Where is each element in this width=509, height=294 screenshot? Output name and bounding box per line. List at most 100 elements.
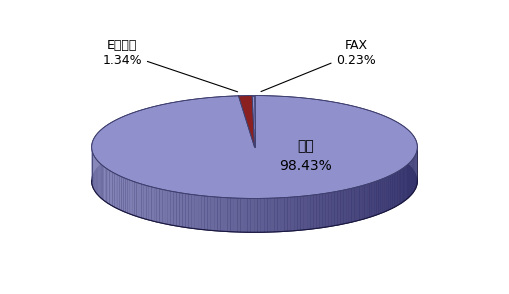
Polygon shape [195,195,198,229]
Polygon shape [402,168,404,203]
Polygon shape [122,177,124,211]
Polygon shape [317,194,320,228]
Polygon shape [284,197,288,231]
Polygon shape [357,186,359,221]
Polygon shape [241,198,244,232]
Polygon shape [307,195,310,230]
Polygon shape [244,198,247,232]
Polygon shape [274,198,277,232]
Polygon shape [109,171,111,205]
Polygon shape [108,169,109,204]
Polygon shape [104,166,105,201]
Polygon shape [376,180,379,215]
Polygon shape [101,165,103,199]
Polygon shape [329,192,332,227]
Polygon shape [415,154,416,189]
Polygon shape [139,183,142,218]
Polygon shape [354,187,357,221]
Polygon shape [111,171,112,206]
Polygon shape [177,192,180,226]
Polygon shape [224,198,228,232]
Text: Eメール
1.34%: Eメール 1.34% [102,39,238,92]
Polygon shape [214,197,217,231]
Polygon shape [228,198,231,232]
Polygon shape [341,190,344,225]
Polygon shape [367,183,370,218]
Polygon shape [264,198,268,232]
Polygon shape [171,191,174,225]
Polygon shape [401,169,402,203]
Polygon shape [174,192,177,226]
Polygon shape [394,173,396,207]
Polygon shape [344,190,346,224]
Polygon shape [149,186,152,221]
Polygon shape [97,161,98,195]
Polygon shape [237,198,241,232]
Polygon shape [398,171,399,206]
Polygon shape [96,158,97,193]
Polygon shape [335,191,337,225]
Polygon shape [198,195,201,229]
Text: FAX
0.23%: FAX 0.23% [261,39,376,91]
Polygon shape [304,196,307,230]
Polygon shape [372,182,374,216]
Polygon shape [411,160,412,195]
Polygon shape [126,178,128,213]
Polygon shape [320,194,323,228]
Polygon shape [362,185,364,219]
Polygon shape [381,179,383,213]
Polygon shape [221,197,224,231]
Polygon shape [132,181,134,216]
Polygon shape [349,188,352,223]
Polygon shape [370,183,372,217]
Polygon shape [405,166,406,201]
Polygon shape [410,162,411,197]
Polygon shape [364,184,367,219]
Polygon shape [99,163,100,197]
Polygon shape [92,96,417,198]
Polygon shape [271,198,274,232]
Polygon shape [130,180,132,215]
Polygon shape [136,183,139,217]
Polygon shape [399,170,401,204]
Polygon shape [291,197,294,231]
Polygon shape [406,165,407,200]
Polygon shape [412,159,413,193]
Polygon shape [413,158,414,193]
Polygon shape [157,188,159,223]
Polygon shape [118,175,120,210]
Polygon shape [168,191,171,225]
Polygon shape [332,192,335,226]
Polygon shape [115,173,116,208]
Polygon shape [288,197,291,231]
Polygon shape [314,195,317,229]
Polygon shape [254,198,258,232]
Polygon shape [205,196,208,230]
Polygon shape [281,198,284,232]
Polygon shape [120,176,122,211]
Text: 電話
98.43%: 電話 98.43% [279,139,332,173]
Polygon shape [323,193,326,228]
Polygon shape [297,196,301,230]
Polygon shape [165,190,168,224]
Polygon shape [389,175,391,210]
Polygon shape [379,180,381,214]
Polygon shape [100,163,101,198]
Polygon shape [159,189,162,223]
Polygon shape [128,179,130,214]
Polygon shape [116,174,118,209]
Polygon shape [186,194,189,228]
Polygon shape [95,157,96,192]
Polygon shape [231,198,234,232]
Polygon shape [352,188,354,222]
Polygon shape [238,96,254,147]
Polygon shape [359,186,362,220]
Polygon shape [192,194,195,229]
Polygon shape [294,197,297,231]
Polygon shape [414,156,415,191]
Polygon shape [268,198,271,232]
Polygon shape [337,191,341,225]
Polygon shape [261,198,264,232]
Polygon shape [409,163,410,198]
Polygon shape [152,187,154,221]
